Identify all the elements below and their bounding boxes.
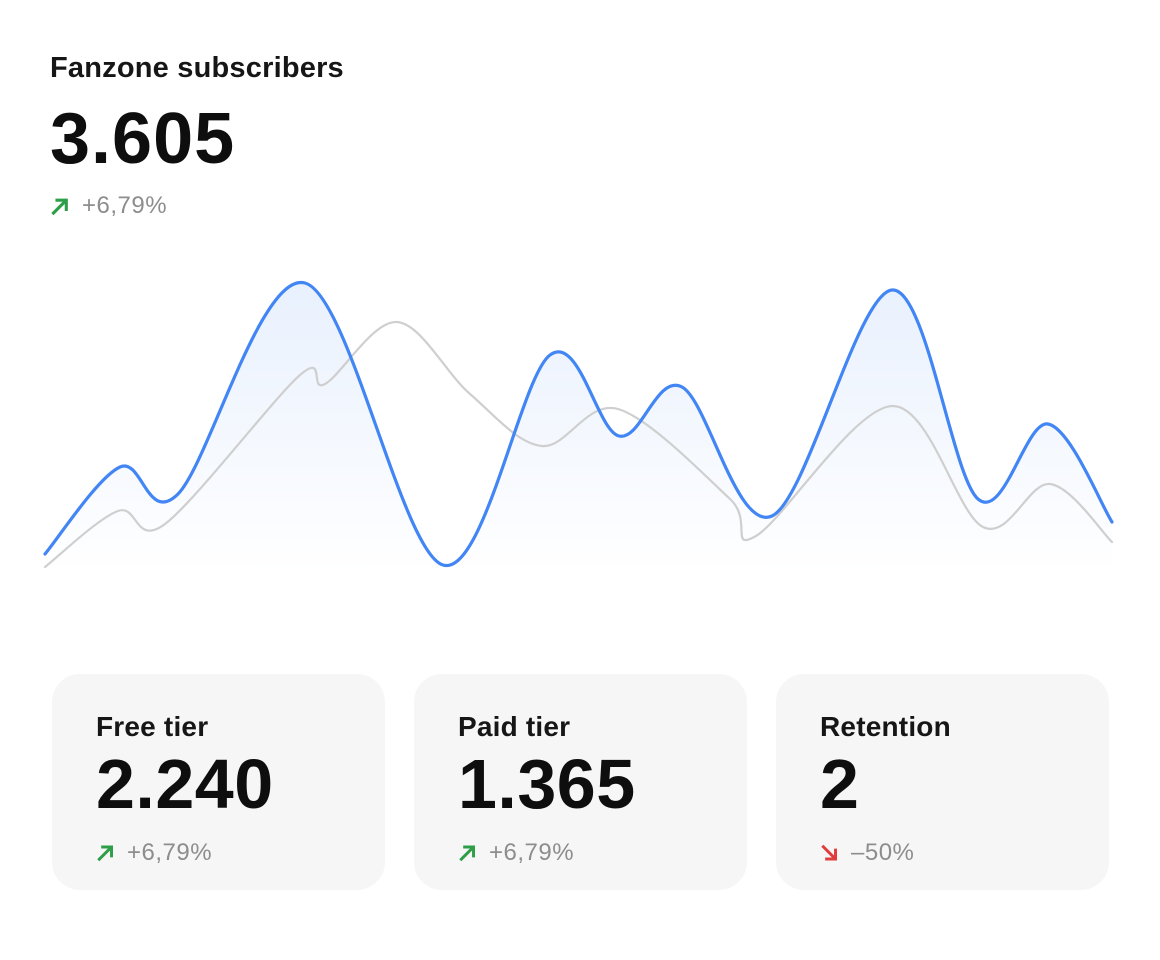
total-delta-row: +6,79% [50, 192, 344, 220]
page-title: Fanzone subscribers [50, 52, 344, 84]
card-label: Paid tier [458, 711, 571, 742]
card-delta-text: –50% [851, 839, 915, 866]
trend-up-icon [458, 843, 478, 863]
card-delta-row: +6,79% [96, 839, 355, 867]
card-value: 1.365 [458, 745, 636, 823]
series-area-subscribers-current [45, 282, 1112, 574]
stats-header: Fanzone subscribers 3.605 +6,79% [50, 52, 344, 220]
card-value: 2 [820, 745, 860, 823]
card-delta-text: +6,79% [489, 839, 575, 866]
card-label: Free tier [96, 711, 209, 742]
total-delta-text: +6,79% [82, 192, 168, 219]
total-subscribers-value: 3.605 [50, 99, 236, 179]
card-label: Retention [820, 711, 951, 742]
card-delta-text: +6,79% [127, 839, 213, 866]
card-delta-row: +6,79% [458, 839, 717, 867]
trend-down-icon [820, 843, 840, 863]
kpi-cards-row: Free tier 2.240 +6,79% Paid tier 1.365 +… [52, 674, 1109, 890]
trend-up-icon [96, 843, 116, 863]
series-line-subscribers-current [43, 281, 1114, 567]
card-value: 2.240 [96, 745, 274, 823]
card-free-tier: Free tier 2.240 +6,79% [52, 674, 385, 890]
card-retention: Retention 2 –50% [776, 674, 1109, 890]
series-line-subscribers-previous [43, 320, 1114, 569]
card-delta-row: –50% [820, 839, 1079, 867]
card-paid-tier: Paid tier 1.365 +6,79% [414, 674, 747, 890]
chart-canvas [43, 281, 1114, 574]
subscribers-area-chart [43, 257, 1114, 577]
trend-up-icon [50, 196, 71, 217]
